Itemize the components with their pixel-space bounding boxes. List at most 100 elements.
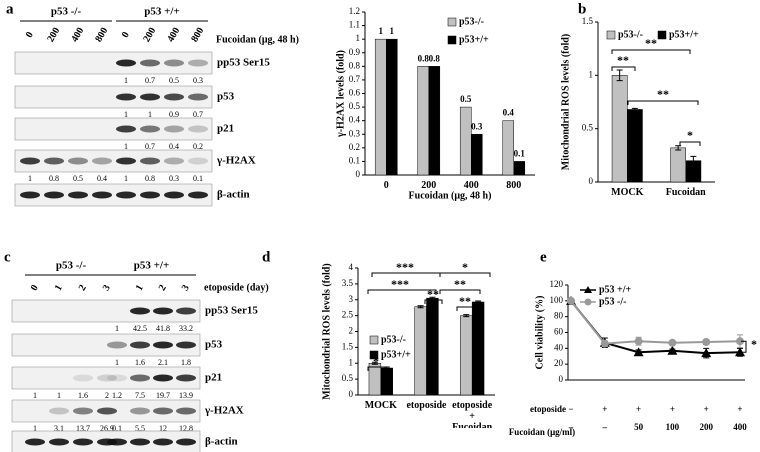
- y-tick-label: 1.5: [582, 16, 594, 26]
- y-tick-label: 0: [356, 169, 361, 179]
- y-tick-label: 1: [356, 33, 361, 43]
- sig-annotation: *: [687, 128, 693, 142]
- row-value: 100: [666, 422, 680, 432]
- data-label: 1: [390, 26, 395, 36]
- band: [49, 438, 69, 446]
- quant-label: 0.2: [193, 142, 203, 151]
- point: [667, 345, 678, 355]
- y-tick-label: 0.3: [349, 128, 361, 138]
- band: [130, 341, 150, 349]
- legend-label: p53+/+: [669, 29, 699, 40]
- band: [188, 93, 208, 101]
- legend-swatch: [657, 30, 667, 40]
- blot-strip: [11, 299, 201, 323]
- x-tick-label: etoposide + Fucoidan: [452, 400, 493, 428]
- x-tick-label: Fucoidan: [665, 187, 706, 198]
- bar: [426, 297, 439, 396]
- legend-marker: [584, 286, 592, 293]
- group-label: p53 -/-: [51, 6, 82, 18]
- y-tick-label: 0.6: [349, 88, 361, 98]
- band: [116, 191, 136, 199]
- quant-label: 1: [28, 174, 32, 183]
- sig-bracket: [439, 289, 481, 294]
- lane-label: 800: [189, 26, 206, 44]
- blot-strip: [14, 149, 213, 173]
- band: [140, 125, 160, 133]
- quant-label: 1: [124, 142, 128, 151]
- quant-label: 26.9: [100, 424, 114, 433]
- bar: [471, 134, 483, 176]
- row-value: –: [602, 422, 608, 432]
- lane-label: 400: [69, 26, 86, 44]
- quant-label: 13.9: [179, 391, 193, 400]
- quant-label: 2: [105, 391, 109, 400]
- x-tick-label: MOCK: [364, 400, 397, 411]
- row-label: pp53 Ser15: [217, 57, 270, 69]
- bar: [611, 75, 628, 183]
- quant-label: 0.7: [145, 76, 155, 85]
- quant-label: 12.8: [179, 424, 193, 433]
- y-tick-label: 1.1: [349, 20, 360, 30]
- legend-label: p53 +/+: [599, 284, 632, 295]
- bar: [502, 120, 515, 176]
- bar: [380, 367, 393, 396]
- y-tick-label: 1: [589, 69, 594, 79]
- band: [176, 407, 196, 415]
- legend-swatch: [447, 17, 457, 27]
- lane-label: 0: [120, 30, 132, 40]
- bar: [670, 147, 686, 183]
- band: [130, 374, 150, 382]
- quant-label: 19.7: [156, 391, 170, 400]
- band: [188, 157, 208, 165]
- y-tick-label: 2.5: [342, 310, 354, 320]
- legend-label: p53-/-: [618, 29, 643, 40]
- y-axis-title: γ-H2AX levels (fold): [335, 50, 346, 138]
- bar: [417, 66, 430, 176]
- band: [140, 157, 160, 165]
- y-tick-label: 4: [349, 262, 354, 272]
- row-value: +: [737, 404, 742, 414]
- error-bar: [371, 361, 378, 365]
- sig-annotation: **: [459, 294, 471, 308]
- quant-label: 41.8: [156, 324, 170, 333]
- treatment-label: Fucoidan (μg, 48 h): [216, 34, 299, 45]
- band: [97, 374, 117, 382]
- y-axis-title: Mitochondrial ROS levels (fold): [560, 34, 571, 170]
- y-tick-label: 0.9: [349, 47, 361, 57]
- y-tick-label: 3.5: [342, 278, 354, 288]
- data-label: 1: [378, 26, 383, 36]
- y-tick-label: 1: [349, 357, 354, 367]
- x-tick-label-box: MOCK: [611, 187, 643, 198]
- sig-bracket: [611, 66, 636, 71]
- band: [140, 59, 160, 67]
- band: [153, 407, 173, 415]
- band: [164, 125, 184, 133]
- quant-label: 0.1: [112, 424, 122, 433]
- band: [107, 341, 127, 349]
- row-value: 400: [733, 422, 747, 432]
- x-tick-label: etoposide: [406, 400, 447, 411]
- sig-annotation: **: [657, 87, 669, 101]
- bar: [513, 161, 526, 176]
- band: [176, 374, 196, 382]
- band: [164, 157, 184, 165]
- quant-label: 0.7: [193, 110, 203, 119]
- legend-label: p53-/-: [459, 16, 484, 27]
- row-label: γ-H2AX: [216, 155, 256, 167]
- bar: [414, 306, 427, 396]
- blot-strip: [14, 51, 213, 75]
- quant-label: 0.5: [73, 174, 83, 183]
- band: [130, 438, 150, 446]
- quant-label: 1.2: [112, 391, 122, 400]
- sig-annotation: ***: [391, 277, 409, 291]
- band: [130, 407, 150, 415]
- lane-label: 2: [77, 283, 89, 293]
- quant-label: 5.5: [135, 424, 145, 433]
- quant-label: 0.8: [145, 174, 155, 183]
- band: [73, 407, 93, 415]
- x-tick-label-box: etoposide: [406, 400, 447, 411]
- legend-label: p53-/-: [381, 334, 406, 345]
- point: [668, 338, 677, 347]
- band: [188, 125, 208, 133]
- sig-annotation: ***: [396, 260, 414, 274]
